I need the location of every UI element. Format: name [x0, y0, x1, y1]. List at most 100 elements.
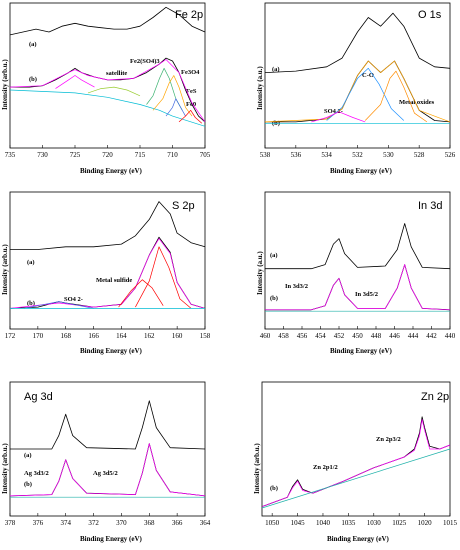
fe2p-xtick-label-2: 725 — [70, 151, 81, 159]
ag3d-ann-3d32: Ag 3d3/2 — [24, 470, 49, 477]
o1s-xtick-label-6: 526 — [445, 151, 456, 159]
in3d-label-a: (a) — [270, 252, 278, 259]
in3d-xtick-label-6: 448 — [371, 332, 382, 340]
zn2p-xtick-label-3: 1035 — [341, 519, 356, 527]
s2p-series-0 — [10, 201, 206, 250]
zn2p-series — [261, 416, 451, 509]
zn2p-xtick-label-6: 1020 — [418, 519, 433, 527]
fe2p-series-8 — [55, 75, 95, 89]
in3d-xticks: 460 458 456 454 452 450 448 446 444 442 440 — [260, 326, 456, 340]
o1s-series — [264, 12, 451, 124]
in3d-xtick-label-7: 446 — [389, 332, 400, 340]
fe2p-series-1 — [10, 57, 206, 123]
ag3d-ann-3d52: Ag 3d5/2 — [93, 470, 118, 477]
fe2p-ann-fe0: Fe0 — [186, 101, 196, 108]
ag3d-xtick-label-6: 366 — [172, 519, 183, 527]
s2p-xtick-label-2: 168 — [60, 332, 71, 340]
s2p-xticks: 172 170 168 166 164 162 160 158 — [5, 326, 211, 340]
s2p-plot-frame — [9, 191, 206, 330]
in3d-xlabel: Binding Energy (eV) — [330, 347, 393, 355]
s2p-ann-so4: SO4 2- — [64, 296, 83, 303]
o1s-ylabel: Intensity (a.u.) — [256, 66, 264, 110]
zn2p-series-2 — [261, 448, 451, 509]
zn2p-xtick-label-2: 1040 — [316, 519, 331, 527]
ag3d-xtick-label-3: 372 — [88, 519, 99, 527]
ag3d-series-0 — [10, 400, 206, 450]
ag3d-xtick-label-0: 378 — [5, 519, 16, 527]
zn2p-ann-2p32: Zn 2p3/2 — [376, 436, 401, 443]
fe2p-xtick-label-1: 730 — [37, 151, 48, 159]
s2p-xtick-label-3: 166 — [88, 332, 99, 340]
fe2p-label-a: (a) — [29, 41, 37, 48]
fe2p-title: Fe 2p — [175, 9, 203, 21]
s2p-label-a: (a) — [27, 259, 35, 266]
s2p-xtick-label-1: 170 — [33, 332, 44, 340]
fe2p-xticks: 735 730 725 720 715 710 705 — [5, 145, 211, 159]
zn2p-xtick-label-5: 1025 — [392, 519, 407, 527]
in3d-ylabel: Intensity (a.u.) — [256, 251, 264, 295]
o1s-xtick-label-2: 534 — [321, 151, 332, 159]
fe2p-ylabel: Intensity (arb.u.) — [1, 59, 9, 110]
in3d-xtick-label-3: 454 — [315, 332, 326, 340]
ag3d-title: Ag 3d — [24, 391, 53, 403]
fe2p-ann-fe3o4: Fe3O4 — [181, 69, 200, 76]
zn2p-xtick-label-7: 1015 — [443, 519, 458, 527]
o1s-xlabel: Binding Energy (eV) — [330, 167, 393, 175]
zn2p-label-b: (b) — [270, 485, 278, 492]
o1s-title: O 1s — [418, 9, 442, 21]
s2p-xtick-label-0: 172 — [5, 332, 16, 340]
o1s-label-a: (a) — [272, 66, 280, 73]
in3d-xtick-label-0: 460 — [260, 332, 271, 340]
fe2p-series-3 — [9, 89, 206, 127]
fe2p-panel: Fe 2p Intensity (arb.u.) Binding Energy … — [1, 2, 211, 175]
s2p-ylabel: Intensity (arb.u.) — [1, 244, 9, 295]
s2p-xtick-label-4: 164 — [116, 332, 127, 340]
fe2p-series-5 — [152, 75, 193, 117]
in3d-ann-3d32: In 3d3/2 — [285, 283, 308, 290]
zn2p-xlabel: Binding Energy (eV) — [327, 535, 390, 543]
o1s-series-3 — [326, 67, 405, 121]
ag3d-label-b: (b) — [24, 481, 32, 488]
fe2p-series-6 — [165, 98, 186, 117]
fe2p-series-7 — [178, 109, 203, 124]
fe2p-ann-satellite: satellite — [106, 70, 127, 77]
ag3d-panel: Ag 3d Intensity (arb.u.) Binding Energy … — [1, 381, 211, 543]
s2p-xtick-label-7: 158 — [200, 332, 211, 340]
o1s-series-0 — [264, 12, 451, 73]
o1s-xtick-label-1: 536 — [291, 151, 302, 159]
fe2p-series-9 — [87, 86, 141, 97]
fe2p-xtick-label-4: 715 — [135, 151, 146, 159]
in3d-ann-3d52: In 3d5/2 — [355, 291, 378, 298]
zn2p-series-1 — [261, 419, 451, 507]
fe2p-xtick-label-3: 720 — [102, 151, 113, 159]
ag3d-xticks: 378 376 374 372 370 368 366 364 — [5, 513, 211, 527]
o1s-panel: O 1s Intensity (a.u.) Binding Energy (eV… — [256, 2, 456, 175]
zn2p-xticks: 1050 1045 1040 1035 1030 1025 1020 1015 — [265, 513, 458, 527]
s2p-series — [9, 201, 206, 309]
ag3d-series — [9, 400, 206, 498]
zn2p-panel: Zn 2p Intensity (arb.u.) Binding Energy … — [253, 381, 458, 543]
ag3d-xtick-label-5: 368 — [144, 519, 155, 527]
s2p-series-5 — [23, 301, 94, 309]
in3d-xtick-label-2: 456 — [297, 332, 308, 340]
s2p-xlabel: Binding Energy (eV) — [80, 347, 143, 355]
s2p-series-4 — [118, 279, 164, 308]
ag3d-series-2 — [9, 443, 206, 497]
fe2p-label-b: (b) — [29, 76, 37, 83]
o1s-ann-co: C-O — [362, 72, 374, 79]
o1s-series-4 — [364, 70, 428, 123]
s2p-xtick-label-5: 162 — [144, 332, 155, 340]
ag3d-label-a: (a) — [24, 452, 32, 459]
s2p-xtick-label-6: 160 — [172, 332, 183, 340]
ag3d-xtick-label-1: 376 — [33, 519, 44, 527]
fe2p-xlabel: Binding Energy (eV) — [80, 167, 143, 175]
fe2p-xtick-label-6: 705 — [200, 151, 211, 159]
in3d-label-b: (b) — [270, 295, 278, 302]
o1s-xtick-label-5: 528 — [414, 151, 425, 159]
in3d-title: In 3d — [418, 200, 442, 212]
ag3d-xtick-label-4: 370 — [116, 519, 127, 527]
in3d-xtick-label-8: 444 — [408, 332, 419, 340]
o1s-xtick-label-3: 532 — [352, 151, 363, 159]
ag3d-xlabel: Binding Energy (eV) — [80, 535, 143, 543]
in3d-xtick-label-10: 440 — [445, 332, 456, 340]
